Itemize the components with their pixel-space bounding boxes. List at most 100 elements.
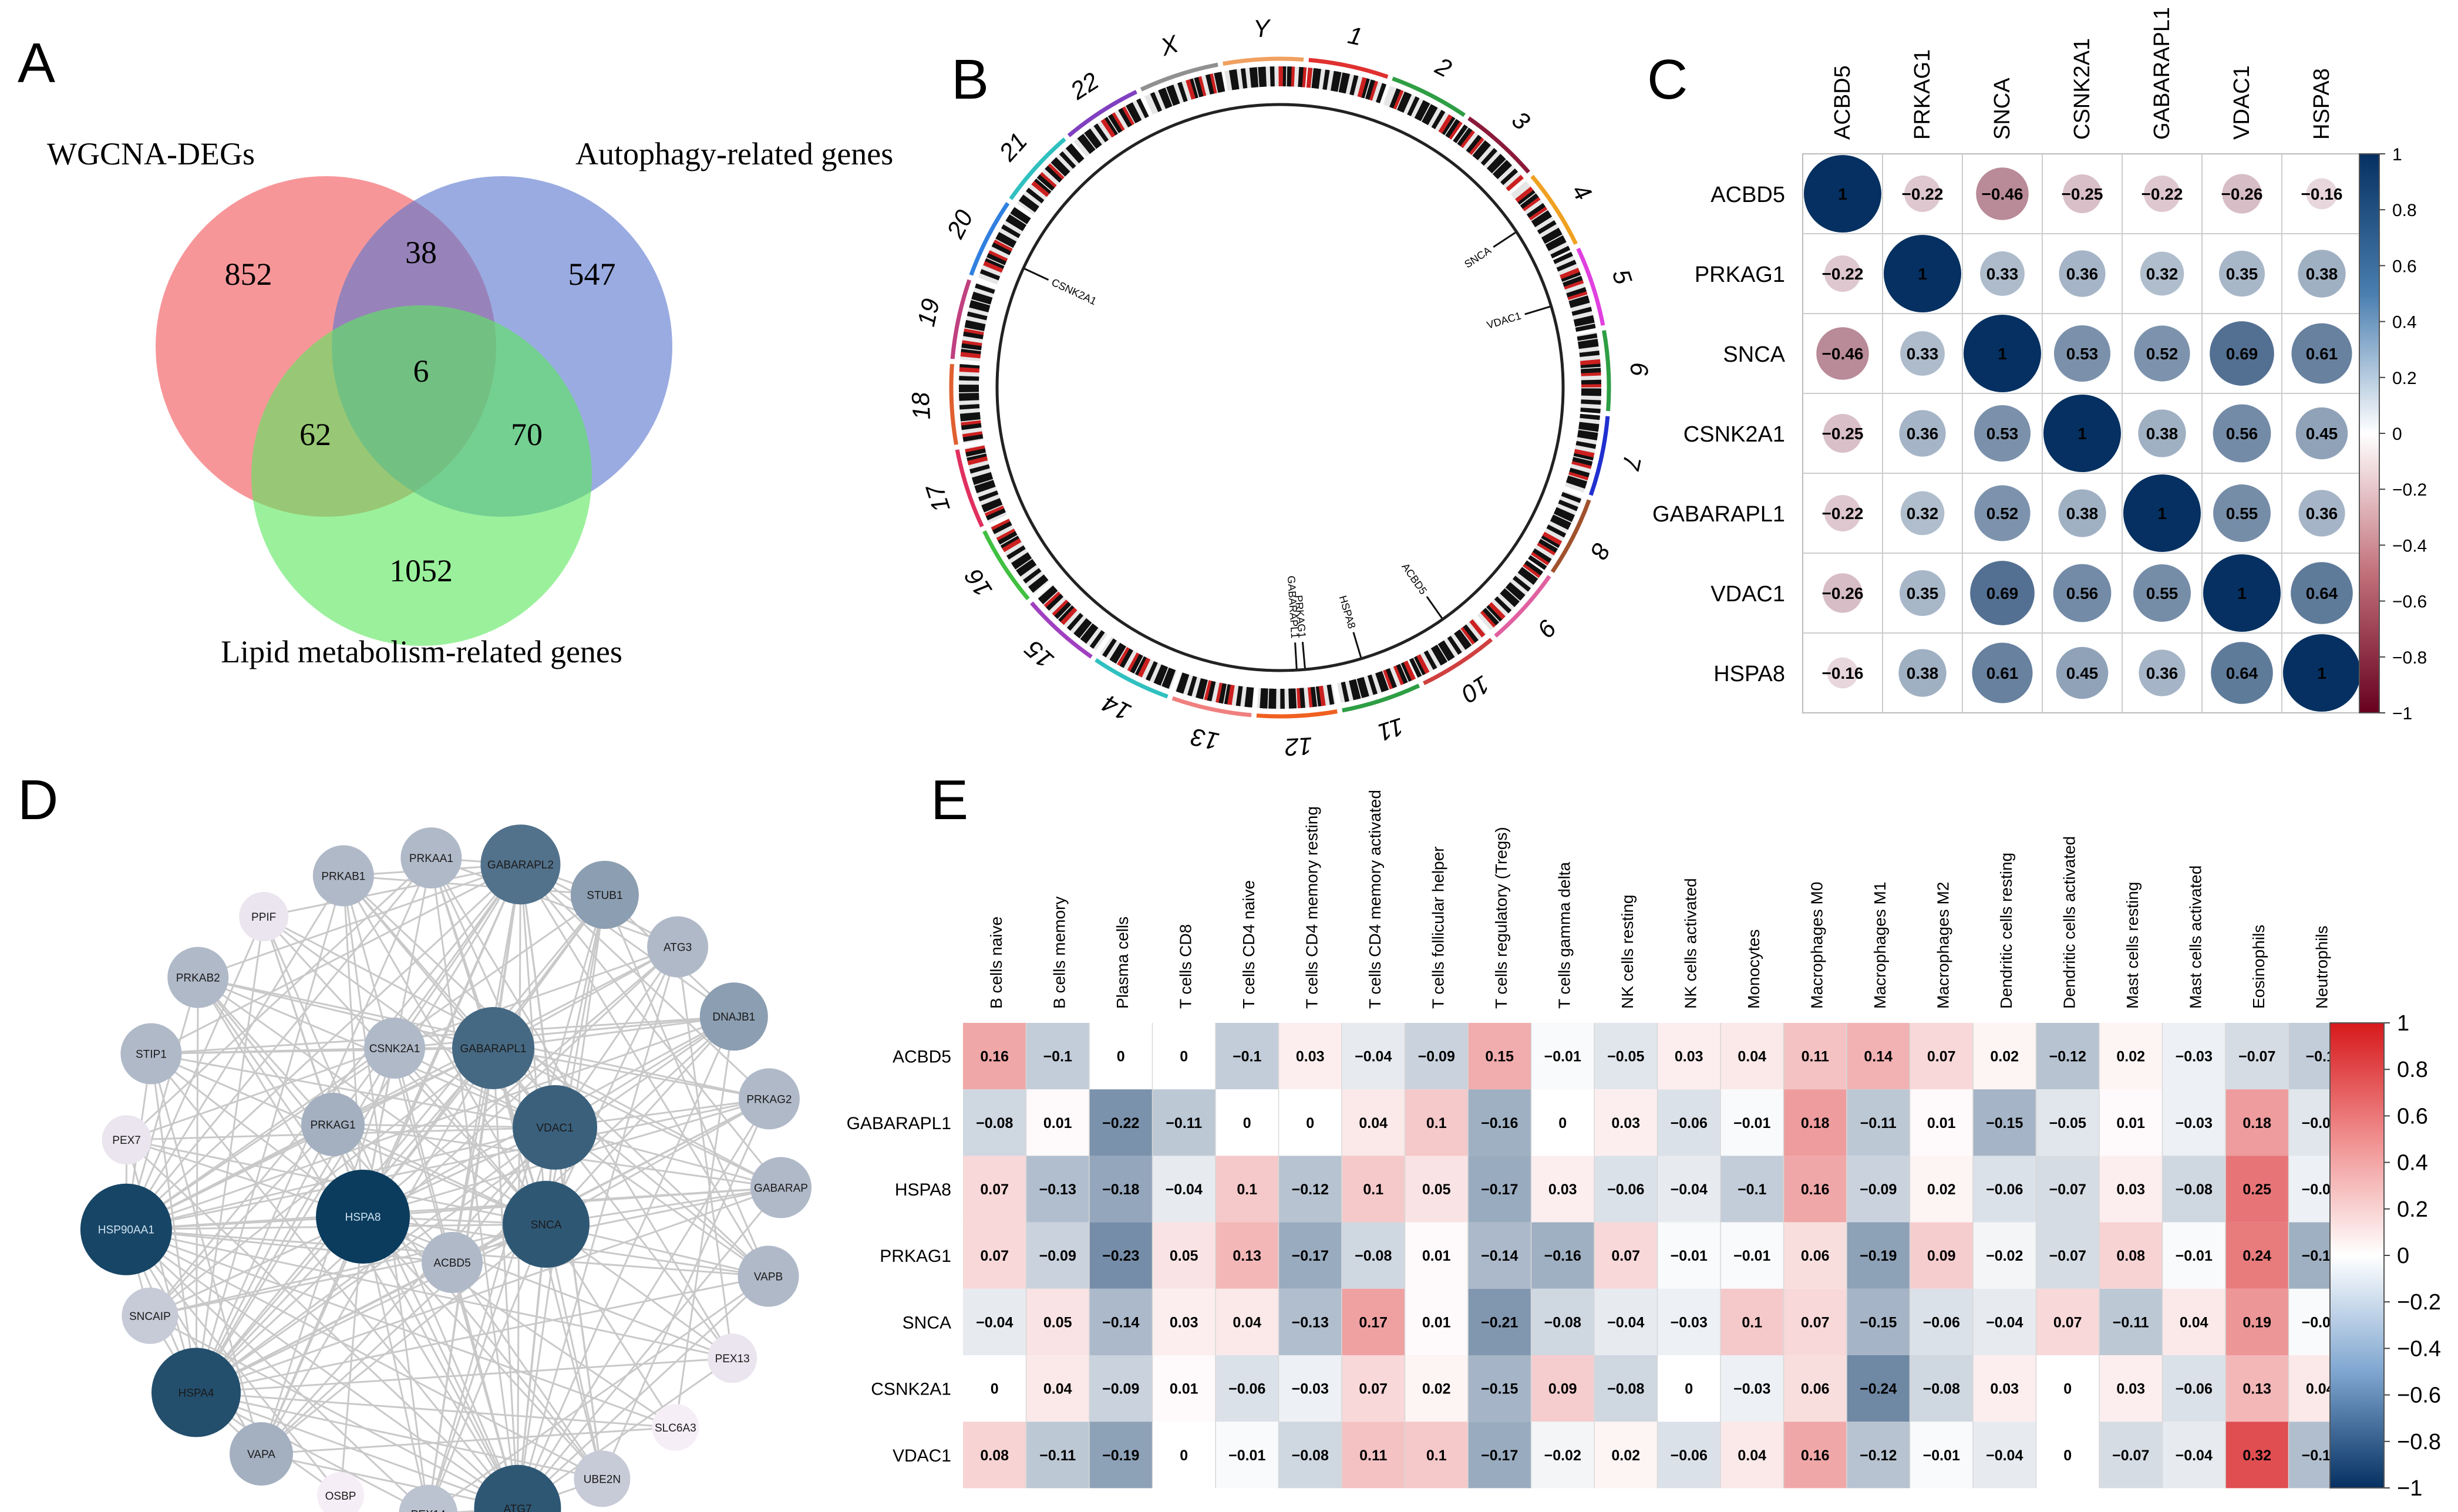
network-edge [150,1223,547,1317]
venn-count-only-lipid: 1052 [389,553,453,588]
heatmap-value: 0.17 [1359,1314,1388,1331]
heatmap-cell [2099,1355,2163,1422]
network-node [738,1068,800,1130]
heatmap-cell [2036,1156,2099,1223]
heatmap-cell [1342,1089,1405,1156]
network-node-label: ACBD5 [433,1257,470,1269]
network-edge [343,874,605,896]
heatmap-value: 0.03 [1170,1314,1198,1331]
heatmap-value: 0.07 [1611,1248,1640,1264]
heatmap-value: 0.25 [2242,1181,2271,1198]
network-node-label: GABARAPL2 [487,859,554,871]
correlation-circle [1976,167,2029,220]
chromosome-label: 21 [993,127,1032,167]
network-edge [197,976,364,1217]
heatmap-cell [1594,1089,1658,1156]
heatmap-value: 0.1 [1742,1314,1762,1331]
correlation-circle [1899,410,1946,457]
correlation-value: 0.36 [1907,425,1939,443]
chromosome-band [1561,491,1582,503]
heatmap-cell [2036,1089,2099,1156]
chromosome-band [1537,220,1557,234]
correlation-circle [2134,325,2190,382]
network-node-label: PRKAB1 [321,870,365,883]
gene-correlation-matrix: ACBD5 ACBD5 PRKAG1 PRKAG1 SNCA SNCA CSNK2A1 CSN… [1652,7,2427,723]
correlation-value: 0.52 [2146,345,2178,363]
heatmap-cell [1342,1355,1405,1422]
network-edge [516,864,521,1508]
chromosome-band [1066,612,1083,631]
network-edge [149,1123,334,1316]
colorbar [2359,153,2380,713]
gene-label: GABARAPL1 [1285,575,1301,639]
row-label: PRKAG1 [1695,262,1785,287]
correlation-circle [2139,649,2186,696]
chromosome-band [1137,657,1151,678]
heatmap-value: −0.07 [2049,1181,2086,1198]
heatmap-value: 0.06 [1801,1381,1830,1397]
heatmap-value: 0.1 [1426,1115,1447,1132]
heatmap-value: −0.21 [1481,1314,1518,1331]
chromosome-label: 16 [959,564,997,602]
network-edge [125,1228,342,1496]
heatmap-cell [1026,1222,1089,1289]
heatmap-cell [1910,1222,1973,1289]
heatmap-cell [1973,1355,2036,1422]
row-label: ACBD5 [1711,183,1785,207]
correlation-circle [1972,642,2033,703]
heatmap-cell [1657,1288,1720,1355]
network-edge [126,1228,603,1480]
circos-plot: 12345678910111213141516171819202122XYCSN… [907,14,1654,761]
chromosome-band [1456,629,1472,648]
heatmap-value: −0.06 [1228,1381,1265,1397]
heatmap-value: −0.15 [1481,1381,1518,1397]
correlation-circle [2291,562,2353,624]
heatmap-cell [1468,1156,1531,1223]
heatmap-cell [1152,1288,1215,1355]
correlation-circle [2306,178,2338,210]
chromosome-label: 15 [1019,635,1059,674]
chromosome-arc [955,449,984,528]
network-edge [674,1016,735,1428]
chromosome-band [961,343,982,351]
network-edge [126,1097,770,1231]
heatmap-value: 0.11 [1802,1049,1829,1065]
correlation-value: 0.32 [1907,504,1939,523]
gene-label: SNCA [1462,244,1493,270]
chromosome-band [975,483,996,494]
heatmap-cell [1847,1089,1910,1156]
heatmap-cell [1342,1422,1405,1489]
chromosome-band [1580,359,1601,365]
heatmap-value: −0.06 [1607,1181,1644,1198]
chromosome-band [1506,174,1524,191]
heatmap-value: 0.14 [1864,1049,1893,1065]
colorbar-tick-label: 0.6 [2392,257,2417,276]
chromosome-band [1018,561,1037,577]
chromosome-band [1545,235,1565,249]
chromosome-band [1136,98,1149,119]
correlation-value: −0.26 [2221,185,2263,203]
heatmap-cell [1089,1222,1153,1289]
gene-tick [1024,268,1049,281]
heatmap-cell [1215,1355,1279,1422]
network-edge [126,1015,735,1231]
correlation-value: 0.52 [1986,504,2019,523]
heatmap-value: −0.22 [1102,1115,1139,1132]
heatmap-value: 0.03 [1611,1115,1640,1132]
row-label: CSNK2A1 [1683,422,1785,447]
heatmap-value: −0.06 [1671,1447,1708,1464]
heatmap-cell [1278,1222,1342,1289]
heatmap-value: 0.18 [2242,1115,2271,1132]
heatmap-cell [1910,1156,1973,1223]
column-label: Eosinophils [2250,925,2268,1009]
heatmap-value: −0.05 [2049,1115,2086,1132]
chromosome-label: 18 [907,391,935,420]
network-edge [342,875,364,1217]
network-node-label: OSBP [325,1490,356,1503]
correlation-value: 0.36 [2306,504,2338,523]
chromosome-band [971,294,992,305]
heatmap-value: −0.12 [1292,1181,1329,1198]
heatmap-cell [1531,1422,1594,1489]
chromosome-band [1118,107,1132,127]
heatmap-cell [2225,1355,2289,1422]
